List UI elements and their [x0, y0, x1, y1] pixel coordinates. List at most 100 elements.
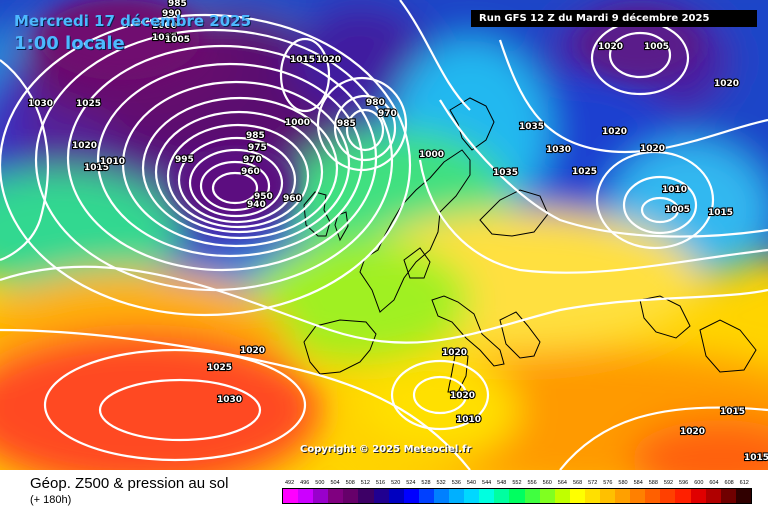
isobar-label: 1020	[442, 348, 467, 358]
isobar-label: 995	[175, 155, 194, 165]
color-scale-labels: 492 496 500 504 508 512 516 520 524 528 532 536 540 5…	[282, 478, 752, 488]
scale-label: 584	[633, 480, 643, 486]
color-scale: 492 496 500 504 508 512 516 520 524 528 532 536 540 5…	[282, 478, 752, 504]
scale-swatch	[660, 489, 676, 503]
scale-label: 508	[345, 480, 355, 486]
isobar-label: 1020	[240, 346, 265, 356]
forecast-date: Mercredi 17 décembre 2025	[14, 12, 252, 30]
isobar-label: 1005	[665, 205, 690, 215]
scale-swatch	[705, 489, 721, 503]
scale-swatch	[464, 489, 480, 503]
scale-swatch	[388, 489, 404, 503]
isobar-label: 1005	[644, 42, 669, 52]
isobar-label: 1020	[680, 427, 705, 437]
isobar-label: 1020	[72, 141, 97, 151]
scale-label: 512	[360, 480, 370, 486]
scale-label: 592	[663, 480, 674, 486]
isobar-label: 1005	[165, 35, 190, 45]
scale-swatch	[584, 489, 600, 503]
scale-label: 564	[557, 480, 567, 486]
scale-swatch	[343, 489, 359, 503]
isobar-label: 940	[247, 200, 266, 210]
isobar-label: 1010	[662, 185, 687, 195]
scale-label: 504	[330, 480, 340, 486]
scale-label: 492	[284, 480, 295, 486]
isobar-label: 980	[366, 98, 385, 108]
scale-swatch	[418, 489, 434, 503]
isobar-label: 1020	[450, 391, 475, 401]
isobar-label: 1030	[546, 145, 571, 155]
scale-label: 568	[572, 480, 583, 486]
isobar-label: 1010	[100, 157, 125, 167]
scale-label: 580	[618, 480, 628, 486]
scale-swatch	[373, 489, 389, 503]
isobar-label: 970	[378, 109, 397, 119]
scale-label: 552	[512, 480, 522, 486]
scale-label: 572	[588, 480, 598, 486]
scale-label: 612	[739, 480, 749, 486]
isobar-label: 960	[241, 167, 260, 177]
isobar-label: 1000	[419, 150, 444, 160]
scale-swatch	[433, 489, 450, 503]
scale-swatch	[313, 489, 329, 503]
scale-swatch	[524, 489, 540, 503]
isobar-label: 1035	[493, 168, 518, 178]
scale-label: 556	[527, 480, 537, 486]
scale-swatch	[328, 489, 344, 503]
isobar-label: 985	[337, 119, 356, 129]
isobar-label: 1020	[602, 127, 627, 137]
scale-swatch	[735, 489, 751, 503]
isobar-label: 970	[243, 155, 262, 165]
scale-swatch	[494, 489, 510, 503]
scale-label: 536	[451, 480, 461, 486]
isobar-label: 1020	[714, 79, 739, 89]
isobar-label: 1010	[456, 415, 481, 425]
scale-label: 544	[482, 480, 492, 486]
scale-label: 528	[421, 480, 431, 486]
isobar-label: 1000	[285, 118, 310, 128]
isobar-label: 975	[248, 143, 267, 153]
scale-label: 532	[436, 480, 446, 486]
isobar-label: 1015	[290, 55, 315, 65]
scale-swatch	[569, 489, 585, 503]
scale-label: 540	[466, 480, 477, 486]
scale-label: 548	[497, 480, 507, 486]
isobar-label: 985	[168, 0, 187, 9]
isobar-label: 1025	[207, 363, 232, 373]
isobar-label: 1020	[598, 42, 623, 52]
scale-swatch	[615, 489, 631, 503]
model-run-banner: Run GFS 12 Z du Mardi 9 décembre 2025	[471, 10, 757, 27]
product-title: Géop. Z500 & pression au sol	[30, 475, 229, 492]
isobar-label: 1035	[519, 122, 544, 132]
isobar-label: 985	[246, 131, 265, 141]
scale-swatch	[509, 489, 525, 503]
isobar-label: 1005	[152, 33, 177, 43]
scale-swatch	[630, 489, 646, 503]
scale-label: 604	[709, 480, 719, 486]
scale-swatch	[720, 489, 736, 503]
isobar-label: 1030	[217, 395, 242, 405]
scale-swatch	[675, 489, 691, 503]
forecast-time: 1:00 locale	[14, 33, 125, 54]
isobar-label: 1025	[76, 99, 101, 109]
scale-swatch	[539, 489, 555, 503]
isobar-label: 990	[162, 9, 181, 19]
isobar-label: 960	[283, 194, 302, 204]
isobar-label: 1015	[720, 407, 745, 417]
color-scale-swatches	[282, 488, 752, 504]
scale-swatch	[449, 489, 465, 503]
copyright-notice: Copyright © 2025 Meteociel.fr	[300, 444, 472, 455]
isobar-label: 1015	[84, 163, 109, 173]
lead-time: (+ 180h)	[30, 494, 72, 506]
scale-label: 600	[694, 480, 704, 486]
scale-label: 576	[603, 480, 613, 486]
scale-swatch	[283, 489, 299, 503]
scale-swatch	[298, 489, 314, 503]
scale-label: 516	[375, 480, 386, 486]
scale-label: 520	[391, 480, 401, 486]
isobar-label: 1000	[152, 21, 177, 31]
isobars	[0, 0, 768, 470]
isobar-label: 1025	[572, 167, 597, 177]
scale-label: 608	[724, 480, 734, 486]
scale-swatch	[645, 489, 661, 503]
